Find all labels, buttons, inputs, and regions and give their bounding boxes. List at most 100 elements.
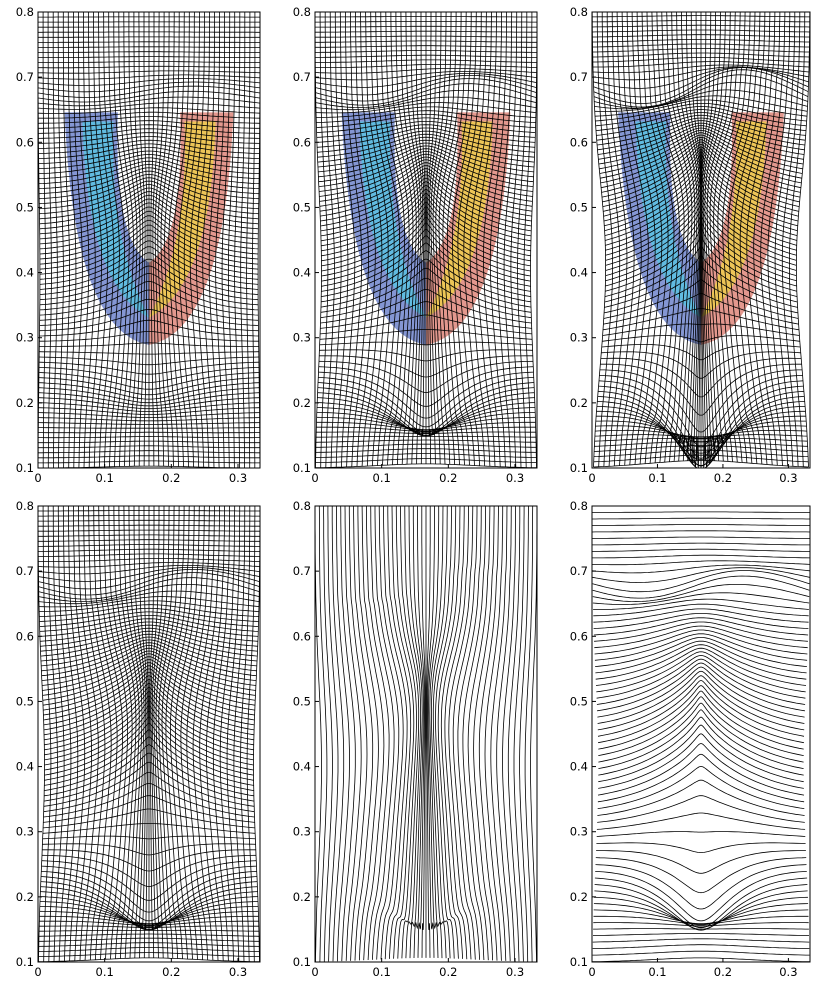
grid-line-horizontal: [593, 617, 809, 636]
grid-line-horizontal: [38, 957, 260, 962]
grid-line-horizontal: [38, 937, 260, 942]
grid-line-vertical: [370, 506, 395, 960]
grid-line-horizontal: [594, 95, 808, 112]
grid-line-horizontal: [315, 50, 537, 53]
y-tick-label: 0.3: [293, 825, 311, 839]
grid-line-horizontal: [593, 66, 809, 81]
grid-line-vertical: [57, 12, 64, 468]
grid-line-horizontal: [39, 356, 259, 366]
grid-line-vertical: [391, 506, 415, 959]
grid-line-horizontal: [38, 120, 260, 129]
grid-line-vertical: [437, 506, 461, 959]
grid-line-horizontal: [597, 117, 805, 146]
grid-line-horizontal: [594, 625, 808, 649]
y-tick-label: 0.3: [16, 825, 34, 839]
grid-line-horizontal: [316, 407, 536, 433]
grid-line-horizontal: [38, 422, 260, 425]
grid-line-horizontal: [39, 901, 259, 927]
grid-line-horizontal: [38, 544, 260, 547]
grid-line-horizontal: [38, 942, 260, 947]
y-tick-label: 0.2: [16, 890, 34, 904]
grid-line-horizontal: [38, 90, 260, 103]
grid-line-horizontal: [315, 64, 537, 68]
grid-line-horizontal: [38, 70, 260, 74]
y-tick-label: 0.1: [16, 955, 34, 969]
grid-line-horizontal: [594, 621, 808, 642]
grid-line-horizontal: [596, 850, 806, 874]
grid-line-horizontal: [39, 910, 259, 924]
grid-line-vertical: [353, 506, 374, 961]
y-tick-label: 0.2: [16, 396, 34, 410]
grid-line-horizontal: [605, 205, 797, 276]
grid-line-horizontal: [39, 331, 259, 342]
grid-line-horizontal: [593, 454, 809, 463]
grid-line-horizontal: [594, 877, 808, 929]
grid-line-horizontal: [604, 266, 798, 314]
grid-line-horizontal: [40, 633, 258, 662]
y-tick-label: 0.1: [293, 461, 311, 475]
grid-line-vertical: [427, 506, 435, 958]
x-tick-label: 0.1: [96, 471, 114, 485]
grid-line-horizontal: [38, 382, 260, 400]
y-tick-label: 0.5: [16, 694, 34, 708]
grid-line-horizontal: [40, 881, 258, 931]
grid-line-horizontal: [42, 647, 256, 686]
grid-line-horizontal: [321, 184, 531, 242]
grid-line-horizontal: [39, 170, 259, 200]
grid-line-horizontal: [593, 613, 809, 629]
grid-line-horizontal: [318, 142, 534, 173]
grid-line-vertical: [344, 506, 362, 961]
y-tick-label: 0.2: [293, 890, 311, 904]
grid-line-horizontal: [38, 387, 260, 404]
grid-line-horizontal: [596, 658, 806, 705]
grid-line-horizontal: [592, 542, 810, 546]
grid-line-vertical: [524, 506, 534, 962]
grid-line-horizontal: [601, 143, 801, 198]
x-tick-label: 0.2: [714, 965, 732, 979]
grid-line-horizontal: [315, 75, 537, 96]
grid-line-horizontal: [43, 662, 255, 711]
grid-line-horizontal: [319, 162, 533, 207]
grid-line-horizontal: [602, 146, 800, 203]
grid-line-horizontal: [603, 292, 799, 325]
grid-line-horizontal: [38, 529, 260, 532]
grid-line-horizontal: [38, 577, 260, 600]
x-tick-label: 0.2: [714, 471, 732, 485]
grid-line-horizontal: [38, 377, 260, 396]
y-tick-label: 0.8: [16, 5, 34, 19]
grid-line-horizontal: [605, 175, 797, 246]
grid-line-horizontal: [317, 130, 535, 153]
grid-line-horizontal: [39, 215, 259, 260]
grid-line-horizontal: [319, 156, 533, 197]
grid-line-horizontal: [599, 369, 803, 433]
grid-line-horizontal: [597, 795, 805, 823]
grid-line-horizontal: [40, 630, 258, 657]
y-tick-label: 0.3: [570, 331, 588, 345]
grid-line-horizontal: [43, 771, 255, 813]
grid-line-horizontal: [593, 61, 810, 68]
grid-line-horizontal: [320, 177, 532, 232]
grid-line-horizontal: [38, 952, 260, 957]
grid-line-horizontal: [598, 685, 804, 744]
grid-line-horizontal: [43, 671, 255, 726]
grid-line-horizontal: [318, 360, 534, 393]
grid-line-horizontal: [602, 335, 800, 343]
grid-line-horizontal: [317, 136, 535, 163]
grid-line-horizontal: [592, 34, 810, 38]
grid-line-horizontal: [38, 567, 260, 582]
x-tick-label: 0: [34, 965, 41, 979]
grid-line-horizontal: [39, 194, 259, 235]
grid-line-horizontal: [39, 280, 259, 316]
grid-line-horizontal: [38, 534, 260, 537]
grid-line-horizontal: [38, 397, 260, 410]
grid-line-horizontal: [592, 24, 810, 28]
grid-line-horizontal: [601, 343, 801, 361]
grid-line-horizontal: [595, 103, 807, 122]
grid-line-horizontal: [39, 906, 259, 925]
grid-line-horizontal: [38, 412, 260, 419]
grid-line-horizontal: [44, 695, 254, 756]
y-tick-label: 0.5: [16, 200, 34, 214]
grid-line-horizontal: [321, 192, 531, 252]
grid-line-horizontal: [598, 696, 804, 756]
y-tick-label: 0.7: [293, 70, 311, 84]
